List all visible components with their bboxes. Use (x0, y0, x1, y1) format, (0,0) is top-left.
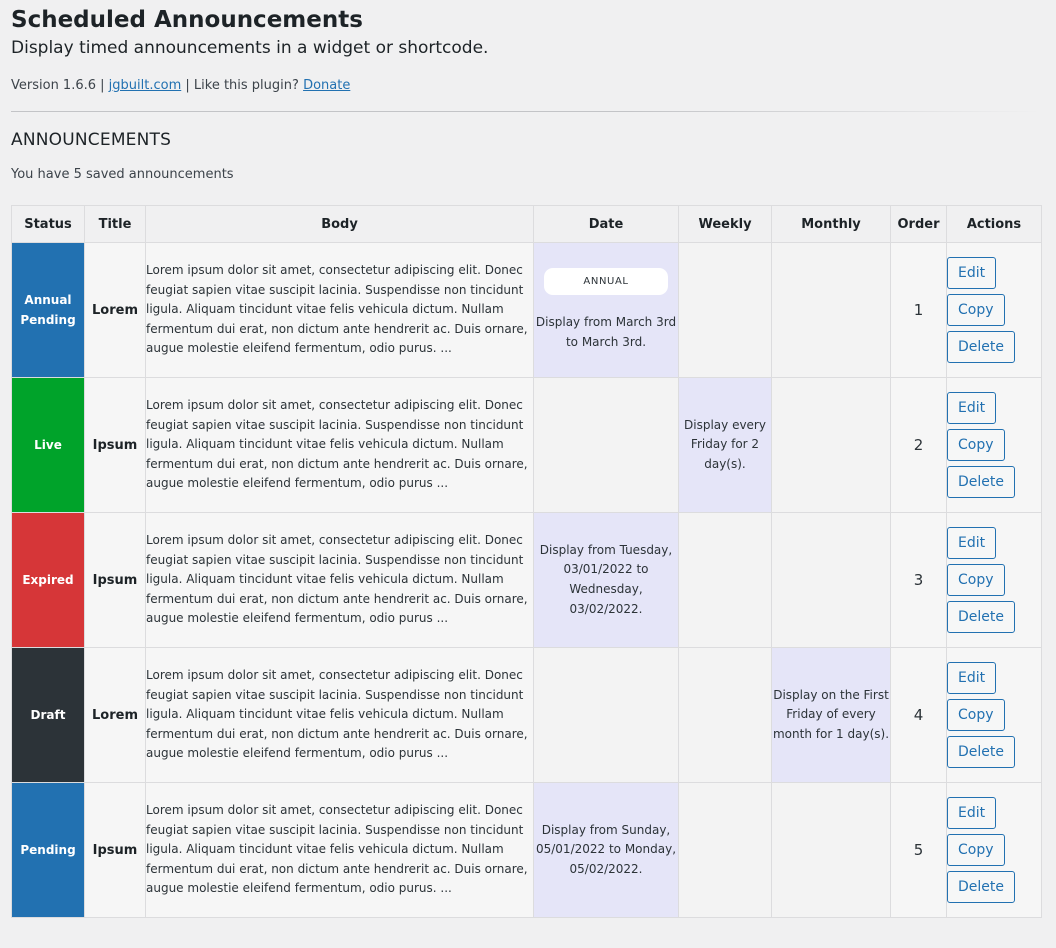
header-actions: Actions (946, 205, 1042, 243)
table-row: Expired Ipsum Lorem ipsum dolor sit amet… (11, 512, 1042, 648)
body-text: Lorem ipsum dolor sit amet, consectetur … (146, 533, 528, 626)
date-text: Display from March 3rd to March 3rd. (535, 314, 677, 349)
status-badge: Annual Pending (11, 242, 85, 378)
status-badge: Pending (11, 782, 85, 918)
plugin-meta: Version 1.6.6 | jgbuilt.com | Like this … (11, 77, 1056, 95)
actions-cell: Edit Copy Delete (946, 377, 1042, 513)
header-divider (11, 111, 1041, 112)
copy-button[interactable]: Copy (947, 834, 1005, 866)
header-status: Status (11, 205, 85, 243)
announcement-title: Lorem (84, 647, 146, 783)
weekly-cell (678, 647, 772, 783)
table-body: Annual Pending Lorem Lorem ipsum dolor s… (11, 242, 1042, 918)
header-title: Title (84, 205, 146, 243)
copy-button[interactable]: Copy (947, 564, 1005, 596)
order-value: 5 (890, 782, 947, 918)
annual-badge: ANNUAL (544, 267, 668, 295)
status-badge: Expired (11, 512, 85, 648)
announcement-body: Lorem ipsum dolor sit amet, consectetur … (145, 647, 534, 783)
delete-button[interactable]: Delete (947, 871, 1015, 903)
body-text: Lorem ipsum dolor sit amet, consectetur … (146, 803, 528, 896)
date-cell: Display from Tuesday, 03/01/2022 to Wedn… (533, 512, 679, 648)
table-row: Pending Ipsum Lorem ipsum dolor sit amet… (11, 782, 1042, 918)
page-subtitle: Display timed announcements in a widget … (11, 38, 489, 58)
announcement-title: Lorem (84, 242, 146, 378)
delete-button[interactable]: Delete (947, 331, 1015, 363)
edit-button[interactable]: Edit (947, 527, 997, 559)
date-cell: Display from Sunday, 05/01/2022 to Monda… (533, 782, 679, 918)
page-title: Scheduled Announcements (11, 7, 363, 33)
body-text: Lorem ipsum dolor sit amet, consectetur … (146, 668, 528, 761)
table-row: Draft Lorem Lorem ipsum dolor sit amet, … (11, 647, 1042, 783)
announcements-table: Status Title Body Date Weekly Monthly Or… (11, 205, 1042, 918)
monthly-cell (771, 512, 891, 648)
weekly-cell: Display every Friday for 2 day(s). (678, 377, 772, 513)
announcement-count: You have 5 saved announcements (11, 167, 234, 182)
site-link[interactable]: jgbuilt.com (108, 78, 182, 93)
edit-button[interactable]: Edit (947, 392, 997, 424)
header-monthly: Monthly (771, 205, 891, 243)
delete-button[interactable]: Delete (947, 736, 1015, 768)
announcement-title: Ipsum (84, 782, 146, 918)
monthly-cell: Display on the First Friday of every mon… (771, 647, 891, 783)
header-weekly: Weekly (678, 205, 772, 243)
table-row: Annual Pending Lorem Lorem ipsum dolor s… (11, 242, 1042, 378)
order-value: 4 (890, 647, 947, 783)
date-cell: ANNUAL Display from March 3rd to March 3… (533, 242, 679, 378)
actions-cell: Edit Copy Delete (946, 512, 1042, 648)
weekly-cell (678, 512, 772, 648)
header-body: Body (145, 205, 534, 243)
version-text: Version 1.6.6 | (11, 78, 105, 93)
actions-cell: Edit Copy Delete (946, 782, 1042, 918)
edit-button[interactable]: Edit (947, 662, 997, 694)
status-badge: Draft (11, 647, 85, 783)
like-text: | Like this plugin? (185, 78, 299, 93)
delete-button[interactable]: Delete (947, 466, 1015, 498)
actions-cell: Edit Copy Delete (946, 242, 1042, 378)
table-row: Live Ipsum Lorem ipsum dolor sit amet, c… (11, 377, 1042, 513)
section-title: ANNOUNCEMENTS (11, 130, 172, 150)
status-badge: Live (11, 377, 85, 513)
monthly-cell (771, 377, 891, 513)
weekly-cell (678, 782, 772, 918)
body-text: Lorem ipsum dolor sit amet, consectetur … (146, 263, 528, 356)
page-wrap: Scheduled Announcements Display timed an… (0, 0, 1056, 184)
monthly-cell (771, 782, 891, 918)
copy-button[interactable]: Copy (947, 429, 1005, 461)
weekly-cell (678, 242, 772, 378)
body-text: Lorem ipsum dolor sit amet, consectetur … (146, 398, 528, 491)
edit-button[interactable]: Edit (947, 797, 997, 829)
order-value: 2 (890, 377, 947, 513)
actions-cell: Edit Copy Delete (946, 647, 1042, 783)
date-cell (533, 377, 679, 513)
date-cell (533, 647, 679, 783)
announcement-body: Lorem ipsum dolor sit amet, consectetur … (145, 242, 534, 378)
announcement-body: Lorem ipsum dolor sit amet, consectetur … (145, 512, 534, 648)
delete-button[interactable]: Delete (947, 601, 1015, 633)
announcement-body: Lorem ipsum dolor sit amet, consectetur … (145, 782, 534, 918)
announcement-title: Ipsum (84, 377, 146, 513)
edit-button[interactable]: Edit (947, 257, 997, 289)
order-value: 1 (890, 242, 947, 378)
table-header-row: Status Title Body Date Weekly Monthly Or… (11, 205, 1042, 243)
copy-button[interactable]: Copy (947, 699, 1005, 731)
announcement-title: Ipsum (84, 512, 146, 648)
header-date: Date (533, 205, 679, 243)
monthly-cell (771, 242, 891, 378)
order-value: 3 (890, 512, 947, 648)
header-order: Order (890, 205, 947, 243)
copy-button[interactable]: Copy (947, 294, 1005, 326)
announcement-body: Lorem ipsum dolor sit amet, consectetur … (145, 377, 534, 513)
donate-link[interactable]: Donate (303, 78, 351, 93)
